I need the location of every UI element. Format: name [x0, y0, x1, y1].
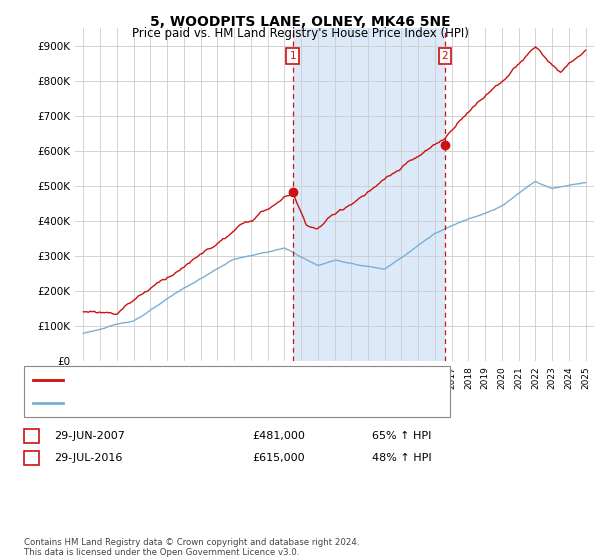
Text: 48% ↑ HPI: 48% ↑ HPI: [372, 452, 431, 463]
Text: Contains HM Land Registry data © Crown copyright and database right 2024.
This d: Contains HM Land Registry data © Crown c…: [24, 538, 359, 557]
Text: 2: 2: [28, 452, 35, 463]
Text: 2: 2: [442, 51, 448, 61]
Text: HPI: Average price, detached house, Milton Keynes: HPI: Average price, detached house, Milt…: [69, 398, 334, 408]
Text: 29-JUN-2007: 29-JUN-2007: [54, 431, 125, 441]
Text: 1: 1: [28, 431, 35, 441]
Text: Price paid vs. HM Land Registry's House Price Index (HPI): Price paid vs. HM Land Registry's House …: [131, 27, 469, 40]
Text: 29-JUL-2016: 29-JUL-2016: [54, 452, 122, 463]
Text: 5, WOODPITS LANE, OLNEY, MK46 5NE: 5, WOODPITS LANE, OLNEY, MK46 5NE: [149, 15, 451, 29]
Text: £481,000: £481,000: [252, 431, 305, 441]
Text: 5, WOODPITS LANE, OLNEY, MK46 5NE (detached house): 5, WOODPITS LANE, OLNEY, MK46 5NE (detac…: [69, 375, 365, 385]
Text: £615,000: £615,000: [252, 452, 305, 463]
Text: 1: 1: [289, 51, 296, 61]
Text: 65% ↑ HPI: 65% ↑ HPI: [372, 431, 431, 441]
Bar: [293, 28, 445, 361]
